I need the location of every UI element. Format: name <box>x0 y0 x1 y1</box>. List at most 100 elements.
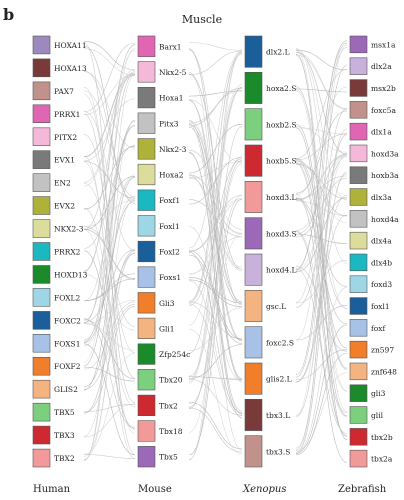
connection-line <box>295 196 348 417</box>
gene-label: PAX7 <box>54 87 74 96</box>
connection-line <box>295 133 348 161</box>
connection-line <box>188 120 243 272</box>
gene-label: foxf <box>371 324 387 333</box>
gene-box <box>32 196 51 215</box>
connection-line <box>295 90 348 392</box>
connection-line <box>188 250 243 340</box>
gene-label: hoxd3.L <box>266 193 297 202</box>
gene-box <box>137 240 156 263</box>
connection-line <box>295 123 348 370</box>
connection-line <box>83 306 136 414</box>
connection-line <box>188 378 243 416</box>
connection-line <box>295 42 348 341</box>
gene-label: FOXL2 <box>54 293 81 302</box>
connection-line <box>188 87 243 127</box>
connection-line <box>83 278 136 301</box>
gene-box <box>349 275 368 293</box>
connection-line <box>83 72 136 157</box>
gene-box <box>244 289 263 322</box>
gene-box <box>349 210 368 228</box>
connection-line <box>83 125 136 302</box>
gene-label: hoxd4a <box>371 215 399 224</box>
connection-line <box>83 177 136 391</box>
connection-line <box>295 175 348 200</box>
gene-box <box>32 288 51 307</box>
connection-line <box>188 152 243 418</box>
gene-box <box>349 297 368 315</box>
connection-line <box>295 89 348 309</box>
gene-box <box>137 317 156 340</box>
gene-box <box>244 217 263 250</box>
connection-line <box>188 50 243 76</box>
connection-line <box>83 90 136 201</box>
connection-line <box>188 307 243 352</box>
gene-label: Barx1 <box>159 42 182 51</box>
gene-label: foxl1 <box>371 302 390 311</box>
species-label: Human <box>33 484 71 495</box>
connection-line <box>295 160 348 349</box>
connection-line <box>83 71 136 149</box>
connection-line <box>188 126 243 342</box>
gene-box <box>137 87 156 109</box>
connection-line <box>295 44 348 416</box>
connection-line <box>188 198 243 456</box>
connection-line <box>188 53 243 302</box>
connection-line <box>295 86 348 196</box>
connection-line <box>83 73 136 462</box>
connection-line <box>83 145 136 249</box>
gene-label: HOXA11 <box>54 41 87 50</box>
gene-label: hoxb5.S <box>266 157 297 166</box>
connection-line <box>83 146 136 210</box>
gene-box <box>137 61 156 83</box>
connection-line <box>295 69 348 159</box>
connection-line <box>83 454 136 459</box>
gene-label: PRRX2 <box>54 248 81 257</box>
connection-line <box>295 127 348 417</box>
gene-box <box>244 398 263 431</box>
panel-label: b <box>3 5 14 24</box>
gene-box <box>32 379 51 399</box>
gene-label: dlx2a <box>371 62 392 71</box>
gene-box <box>32 356 51 376</box>
diagram-title: Muscle <box>182 13 222 26</box>
connection-line <box>188 163 243 433</box>
gene-label: Tbx2 <box>159 401 178 410</box>
gene-label: msx1a <box>371 40 396 49</box>
connection-line <box>83 229 136 431</box>
gene-label: TBX3 <box>54 431 75 440</box>
connection-line <box>188 42 243 51</box>
gene-label: FOXC2 <box>54 316 81 325</box>
connection-line <box>188 279 243 308</box>
connection-line <box>188 49 243 461</box>
gene-label: Foxf1 <box>159 196 180 205</box>
connection-line <box>83 207 136 408</box>
gene-label: foxc5a <box>371 106 396 115</box>
gene-label: EVX2 <box>54 202 75 211</box>
gene-box <box>137 112 156 134</box>
gene-label: PITX2 <box>54 133 77 142</box>
gene-label: TBX2 <box>54 454 75 463</box>
gene-box <box>32 311 51 330</box>
connection-line <box>295 48 348 201</box>
connection-line <box>295 352 348 456</box>
connection-line <box>295 287 348 454</box>
connection-line <box>83 120 136 366</box>
gene-label: Foxs1 <box>159 273 181 282</box>
gene-box <box>137 138 156 160</box>
connection-line <box>295 110 348 194</box>
connection-line <box>295 259 348 304</box>
gene-box <box>349 122 368 141</box>
connection-line <box>188 84 243 304</box>
gene-label: Gli1 <box>159 324 175 333</box>
gene-label: znf648 <box>371 367 397 376</box>
connection-line <box>83 111 136 251</box>
connection-line <box>83 70 136 198</box>
connection-line <box>83 250 136 414</box>
gene-box <box>137 189 156 211</box>
gene-box <box>32 402 51 422</box>
connection-line <box>83 42 136 455</box>
gene-label: HOXD13 <box>54 270 88 279</box>
gene-box <box>349 101 368 119</box>
gene-box <box>137 266 156 288</box>
gene-label: Pitx3 <box>159 119 179 128</box>
